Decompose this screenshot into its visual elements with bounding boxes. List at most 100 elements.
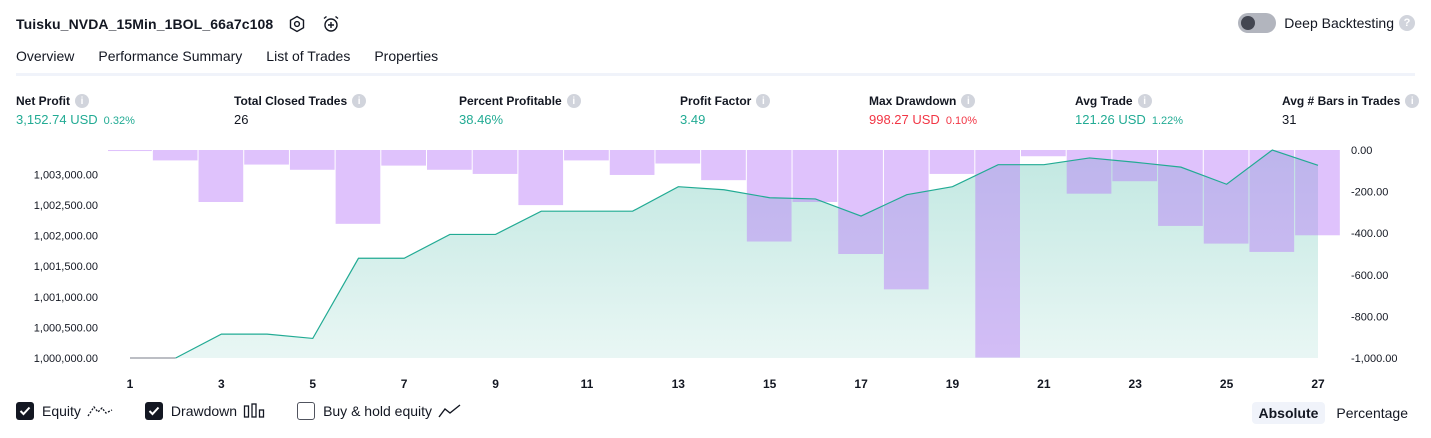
x-axis-label: 27 <box>1311 377 1325 391</box>
deep-backtesting: Deep Backtesting ? <box>1238 13 1415 33</box>
equity-line <box>175 149 1319 359</box>
drawdown-bar <box>609 150 655 175</box>
chart-legend: Equity Drawdown Buy & hold equity <box>16 402 494 420</box>
x-axis-label: 25 <box>1220 377 1234 391</box>
drawdown-bar <box>108 150 152 152</box>
x-axis-label: 5 <box>309 377 316 391</box>
metric-value: 3,152.74 USD <box>16 112 98 127</box>
equity-drawdown-chart[interactable]: 1,000,000.00 1,000,500.00 1,001,000.00 1,00… <box>0 140 1431 395</box>
info-icon[interactable]: i <box>756 94 771 108</box>
drawdown-bar <box>746 150 792 242</box>
metric-percent: 0.32% <box>103 115 135 127</box>
drawdown-bars-icon <box>243 403 265 419</box>
metric-label: Avg Trade <box>1075 94 1133 108</box>
tab-properties[interactable]: Properties <box>374 48 439 64</box>
info-icon[interactable]: i <box>961 94 976 108</box>
tab-divider <box>16 73 1415 76</box>
right-axis-label: -600.00 <box>1351 270 1388 282</box>
metric-percent: 0.10% <box>945 115 978 127</box>
settings-icon[interactable] <box>287 14 307 34</box>
right-axis-label: 0.00 <box>1351 145 1372 157</box>
drawdown-bar <box>244 150 289 165</box>
metric-label: Profit Factor <box>680 94 752 108</box>
equity-checkbox[interactable] <box>16 402 34 420</box>
drawdown-bar <box>289 150 335 170</box>
drawdown-bar <box>1066 150 1112 194</box>
drawdown-bar <box>472 150 518 174</box>
legend-equity[interactable]: Equity <box>16 402 113 420</box>
drawdown-label: Drawdown <box>170 403 238 419</box>
x-axis-label: 15 <box>763 377 777 391</box>
left-axis-label: 1,000,000.00 <box>34 353 98 365</box>
drawdown-bar <box>1249 150 1295 252</box>
drawdown-bar <box>1295 150 1340 236</box>
metric-max-drawdown: Max Drawdown i 998.27 USD 0.10% <box>869 94 977 127</box>
info-icon[interactable]: i <box>1137 94 1152 108</box>
deep-backtesting-label: Deep Backtesting <box>1284 15 1394 31</box>
metric-avg-trade: Avg Trade i 121.26 USD 1.22% <box>1075 94 1183 127</box>
metric-profit-factor: Profit Factor i 3.49 <box>680 94 771 127</box>
left-axis-label: 1,001,000.00 <box>34 292 98 304</box>
drawdown-bar <box>929 150 975 174</box>
equity-area <box>130 150 1318 358</box>
metric-value: 3.49 <box>680 112 706 127</box>
tab-bar: Overview Performance Summary List of Tra… <box>16 48 462 76</box>
metric-value: 31 <box>1282 112 1297 127</box>
metric-percent-profitable: Percent Profitable i 38.46% <box>459 94 581 127</box>
metric-avg-bars-in-trades: Avg # Bars in Trades i 31 <box>1282 94 1420 127</box>
left-axis-label: 1,002,500.00 <box>34 200 98 212</box>
drawdown-bar <box>1112 150 1158 182</box>
deep-backtesting-toggle[interactable] <box>1238 13 1277 33</box>
buy-hold-checkbox[interactable] <box>297 402 316 420</box>
equity-label: Equity <box>42 403 81 419</box>
drawdown-bar <box>792 150 838 202</box>
metric-value: 121.26 USD <box>1075 112 1146 127</box>
right-axis-label: -800.00 <box>1351 311 1388 323</box>
metric-label: Avg # Bars in Trades <box>1282 94 1401 108</box>
tab-list-of-trades[interactable]: List of Trades <box>266 48 351 64</box>
right-axis-label: -200.00 <box>1351 187 1388 199</box>
absolute-button[interactable]: Absolute <box>1251 402 1326 424</box>
metric-label: Percent Profitable <box>459 94 562 108</box>
left-axis-label: 1,002,000.00 <box>34 231 98 243</box>
info-icon[interactable]: i <box>352 94 367 108</box>
right-axis-label: -1,000.00 <box>1351 353 1397 365</box>
metric-net-profit: Net Profit i 3,152.74 USD 0.32% <box>16 94 135 127</box>
metric-percent: 1.22% <box>1151 115 1184 127</box>
x-axis-label: 19 <box>946 377 960 391</box>
x-axis-label: 1 <box>127 377 134 391</box>
info-icon[interactable]: i <box>566 94 581 108</box>
metric-value: 998.27 USD <box>869 112 940 127</box>
metric-label: Net Profit <box>16 94 70 108</box>
legend-buy-hold[interactable]: Buy & hold equity <box>297 402 462 420</box>
tab-performance-summary[interactable]: Performance Summary <box>98 48 243 64</box>
info-icon[interactable]: i <box>75 94 89 108</box>
x-axis-label: 21 <box>1037 377 1051 391</box>
drawdown-bar <box>335 150 381 224</box>
equity-line-icon <box>87 403 113 419</box>
drawdown-bar <box>655 150 701 164</box>
metric-label: Max Drawdown <box>869 94 957 108</box>
legend-drawdown[interactable]: Drawdown <box>144 402 265 420</box>
x-axis-label: 9 <box>492 377 499 391</box>
drawdown-checkbox[interactable] <box>144 402 163 420</box>
value-mode-switch: Absolute Percentage <box>1248 402 1416 424</box>
tab-overview[interactable]: Overview <box>16 48 75 76</box>
right-axis-label: -400.00 <box>1351 228 1388 240</box>
drawdown-bar <box>381 150 426 166</box>
percentage-button[interactable]: Percentage <box>1336 405 1408 421</box>
buy-hold-label: Buy & hold equity <box>323 403 433 419</box>
drawdown-bar <box>152 150 198 161</box>
x-axis-label: 23 <box>1129 377 1143 391</box>
alarm-clock-icon[interactable] <box>321 14 341 34</box>
x-axis-label: 11 <box>581 377 594 391</box>
x-axis-label: 3 <box>218 377 225 391</box>
drawdown-bar <box>1203 150 1249 244</box>
info-icon[interactable]: i <box>1405 94 1420 108</box>
drawdown-bar <box>883 150 929 290</box>
drawdown-bar <box>1158 150 1203 226</box>
help-icon[interactable]: ? <box>1399 15 1415 31</box>
left-axis-label: 1,000,500.00 <box>34 322 98 334</box>
metric-value: 38.46% <box>459 112 504 127</box>
trend-line-icon <box>438 403 462 419</box>
